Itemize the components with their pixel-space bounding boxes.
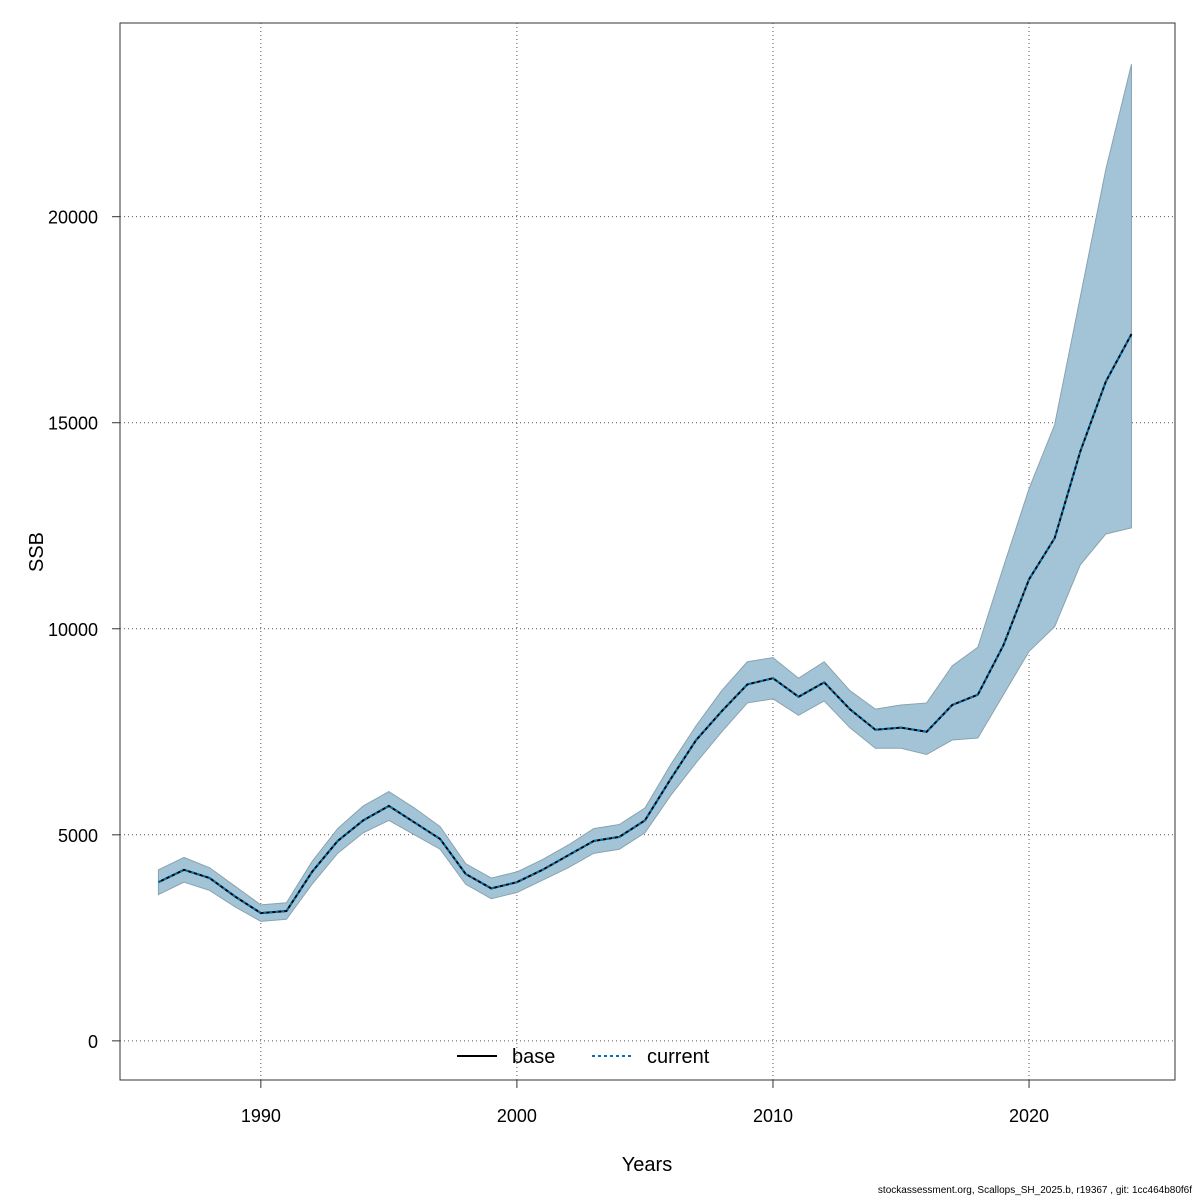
y-tick-label: 15000 xyxy=(48,414,98,434)
series-lines xyxy=(157,333,1133,915)
y-tick-label: 5000 xyxy=(58,826,98,846)
y-axis-title: SSB xyxy=(26,532,48,572)
legend: base current xyxy=(457,1046,710,1068)
x-tick-label: 2020 xyxy=(1009,1106,1049,1126)
footer-note: stockassessment.org, Scallops_SH_2025.b,… xyxy=(877,1185,1192,1196)
series-line-current xyxy=(157,333,1133,915)
legend-label-base: base xyxy=(512,1046,555,1068)
x-tick-label: 2000 xyxy=(497,1106,537,1126)
y-tick-label: 10000 xyxy=(48,620,98,640)
legend-label-current: current xyxy=(647,1046,710,1068)
y-axis: 0 5000 10000 15000 20000 xyxy=(48,208,120,1052)
x-axis: 1990 2000 2010 2020 xyxy=(241,1080,1049,1126)
x-tick-label: 2010 xyxy=(753,1106,793,1126)
confidence-band-area xyxy=(157,64,1132,922)
confidence-band xyxy=(157,64,1132,922)
y-tick-label: 20000 xyxy=(48,208,98,228)
y-tick-label: 0 xyxy=(88,1032,98,1052)
x-tick-label: 1990 xyxy=(241,1106,281,1126)
x-axis-title: Years xyxy=(622,1154,672,1176)
